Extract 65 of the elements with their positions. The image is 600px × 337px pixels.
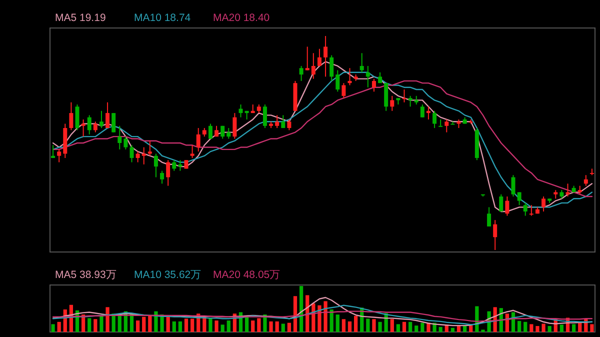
- bar: [269, 321, 273, 332]
- bar: [548, 326, 552, 332]
- bar: [366, 318, 370, 332]
- bar: [517, 320, 522, 332]
- bar: [220, 324, 224, 332]
- bar: [372, 319, 376, 332]
- bar: [318, 305, 322, 332]
- bar: [414, 326, 418, 332]
- bar: [536, 326, 540, 332]
- bar: [450, 328, 455, 332]
- bar: [396, 324, 400, 332]
- bar: [390, 319, 394, 332]
- bar: [426, 322, 430, 332]
- bar: [402, 322, 406, 332]
- bar: [275, 321, 279, 332]
- text: MA20 48.05万: [213, 269, 281, 281]
- bar: [299, 286, 304, 332]
- bar: [408, 322, 412, 332]
- bar: [251, 320, 255, 332]
- bar: [354, 316, 358, 332]
- bar: [469, 326, 473, 332]
- bar: [530, 324, 534, 332]
- bar: [287, 322, 292, 332]
- bar: [130, 314, 134, 332]
- bar: [154, 311, 158, 332]
- bar: [420, 322, 424, 332]
- bar: [524, 322, 528, 332]
- bar: [148, 315, 152, 332]
- bar: [178, 321, 182, 332]
- bar: [378, 322, 382, 332]
- bar: [560, 324, 564, 332]
- bar: [542, 324, 546, 332]
- bar: [257, 318, 261, 332]
- bar: [590, 324, 594, 332]
- bar: [438, 326, 442, 332]
- text: MA20 18.40: [213, 12, 270, 24]
- bar: [324, 301, 328, 332]
- bar: [88, 318, 92, 332]
- bar: [51, 324, 55, 332]
- bar: [100, 315, 104, 332]
- bar: [330, 309, 334, 332]
- bar: [94, 319, 98, 332]
- bar: [263, 314, 267, 332]
- bar: [172, 321, 176, 332]
- bar: [578, 322, 582, 332]
- bar: [184, 318, 188, 332]
- bar: [456, 326, 461, 332]
- bar: [226, 320, 230, 332]
- bar: [208, 318, 212, 332]
- bar: [348, 321, 352, 332]
- bar: [57, 322, 61, 332]
- bar: [342, 319, 346, 332]
- bar: [166, 316, 170, 332]
- bar: [190, 318, 194, 332]
- text: MA5 38.93万: [55, 269, 117, 281]
- bar: [336, 314, 340, 332]
- bar: [142, 316, 146, 332]
- bar: [214, 320, 218, 332]
- text: MA10 35.62万: [134, 269, 202, 281]
- text: MA5 19.19: [55, 12, 106, 24]
- bar: [136, 320, 140, 332]
- bar: [106, 307, 110, 332]
- bar: [572, 324, 576, 332]
- text: MA10 18.74: [134, 12, 191, 24]
- bar: [281, 324, 285, 332]
